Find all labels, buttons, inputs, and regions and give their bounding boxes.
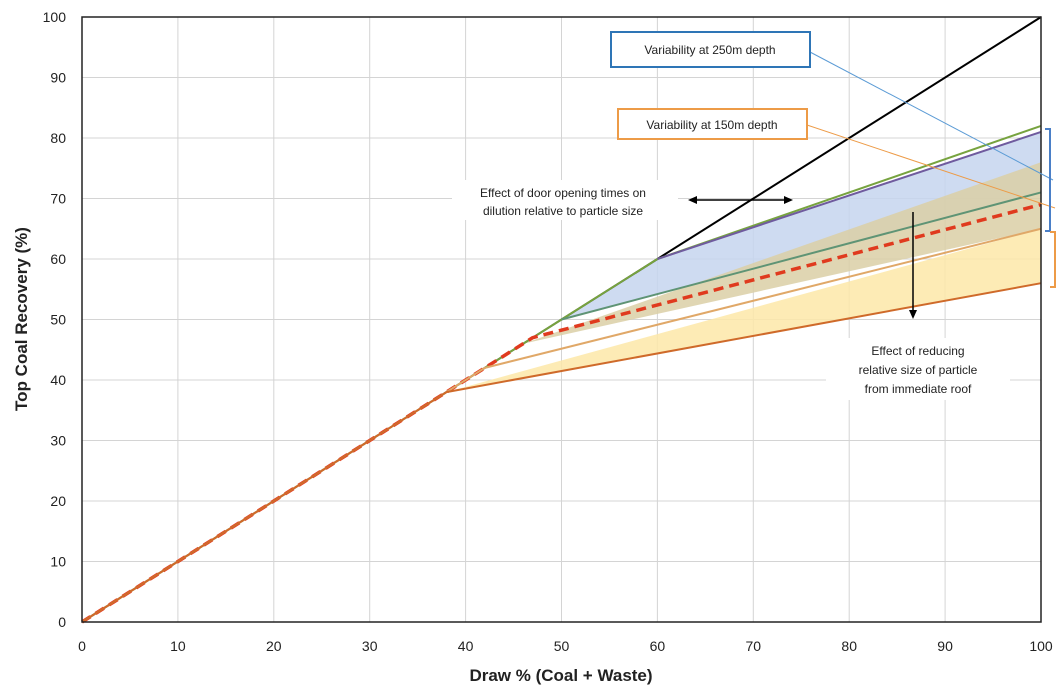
x-tick-label: 60 — [650, 638, 666, 654]
y-tick-label: 80 — [50, 130, 66, 146]
reduce-arrow-head — [909, 310, 917, 319]
x-tick-label: 20 — [266, 638, 282, 654]
bracket-150m — [1050, 231, 1056, 288]
var150-box — [617, 108, 808, 140]
door-label-line2: dilution relative to particle size — [483, 204, 643, 218]
x-tick-label: 30 — [362, 638, 378, 654]
yellow-band — [446, 228, 1041, 393]
var150-label: Variability at 150m depth — [646, 118, 777, 132]
plot-border — [81, 16, 1042, 623]
y-tick-label: 100 — [43, 9, 67, 25]
door-arrow-head-left — [688, 196, 697, 204]
y-tick-label: 10 — [50, 554, 66, 570]
x-tick-labels: 0 10 20 30 40 50 60 70 80 90 100 — [78, 638, 1053, 654]
series-line-teal — [561, 191, 1042, 321]
x-tick-label: 10 — [170, 638, 186, 654]
var250-label: Variability at 250m depth — [644, 43, 775, 57]
y-axis-title: Top Coal Recovery (%) — [12, 227, 31, 411]
variability-bands — [446, 131, 1041, 393]
x-tick-label: 90 — [937, 638, 953, 654]
x-tick-label: 70 — [746, 638, 762, 654]
y-tick-labels: 0 10 20 30 40 50 60 70 80 90 100 — [43, 9, 67, 630]
door-label-line1: Effect of door opening times on — [480, 186, 646, 200]
series-line-dark-orange — [81, 282, 1042, 623]
tan-band — [523, 162, 1041, 344]
x-axis-title: Draw % (Coal + Waste) — [469, 666, 652, 685]
door-label-bg — [452, 180, 678, 220]
blue-band — [561, 131, 1041, 320]
reduce-label-line2: relative size of particle — [859, 363, 978, 377]
y-tick-label: 70 — [50, 191, 66, 207]
y-tick-label: 20 — [50, 493, 66, 509]
x-tick-label: 80 — [841, 638, 857, 654]
reduce-label-bg — [826, 338, 1010, 400]
reduce-label-line3: from immediate roof — [865, 382, 972, 396]
y-tick-label: 90 — [50, 70, 66, 86]
y-tick-label: 40 — [50, 372, 66, 388]
reduce-label-line1: Effect of reducing — [871, 344, 964, 358]
bracket-250m — [1045, 128, 1051, 232]
y-tick-label: 50 — [50, 312, 66, 328]
var250-box — [610, 31, 811, 68]
series-lines — [81, 16, 1042, 624]
y-tick-label: 0 — [58, 614, 66, 630]
var250-leader-line — [809, 51, 1054, 181]
y-tick-label: 60 — [50, 251, 66, 267]
door-arrow-head-right — [784, 196, 793, 204]
x-tick-label: 50 — [554, 638, 570, 654]
var150-leader-line — [806, 124, 1056, 209]
x-tick-label: 0 — [78, 638, 86, 654]
x-tick-label: 100 — [1029, 638, 1053, 654]
series-line-purple — [657, 131, 1042, 260]
y-tick-label: 30 — [50, 433, 66, 449]
x-tick-label: 40 — [458, 638, 474, 654]
